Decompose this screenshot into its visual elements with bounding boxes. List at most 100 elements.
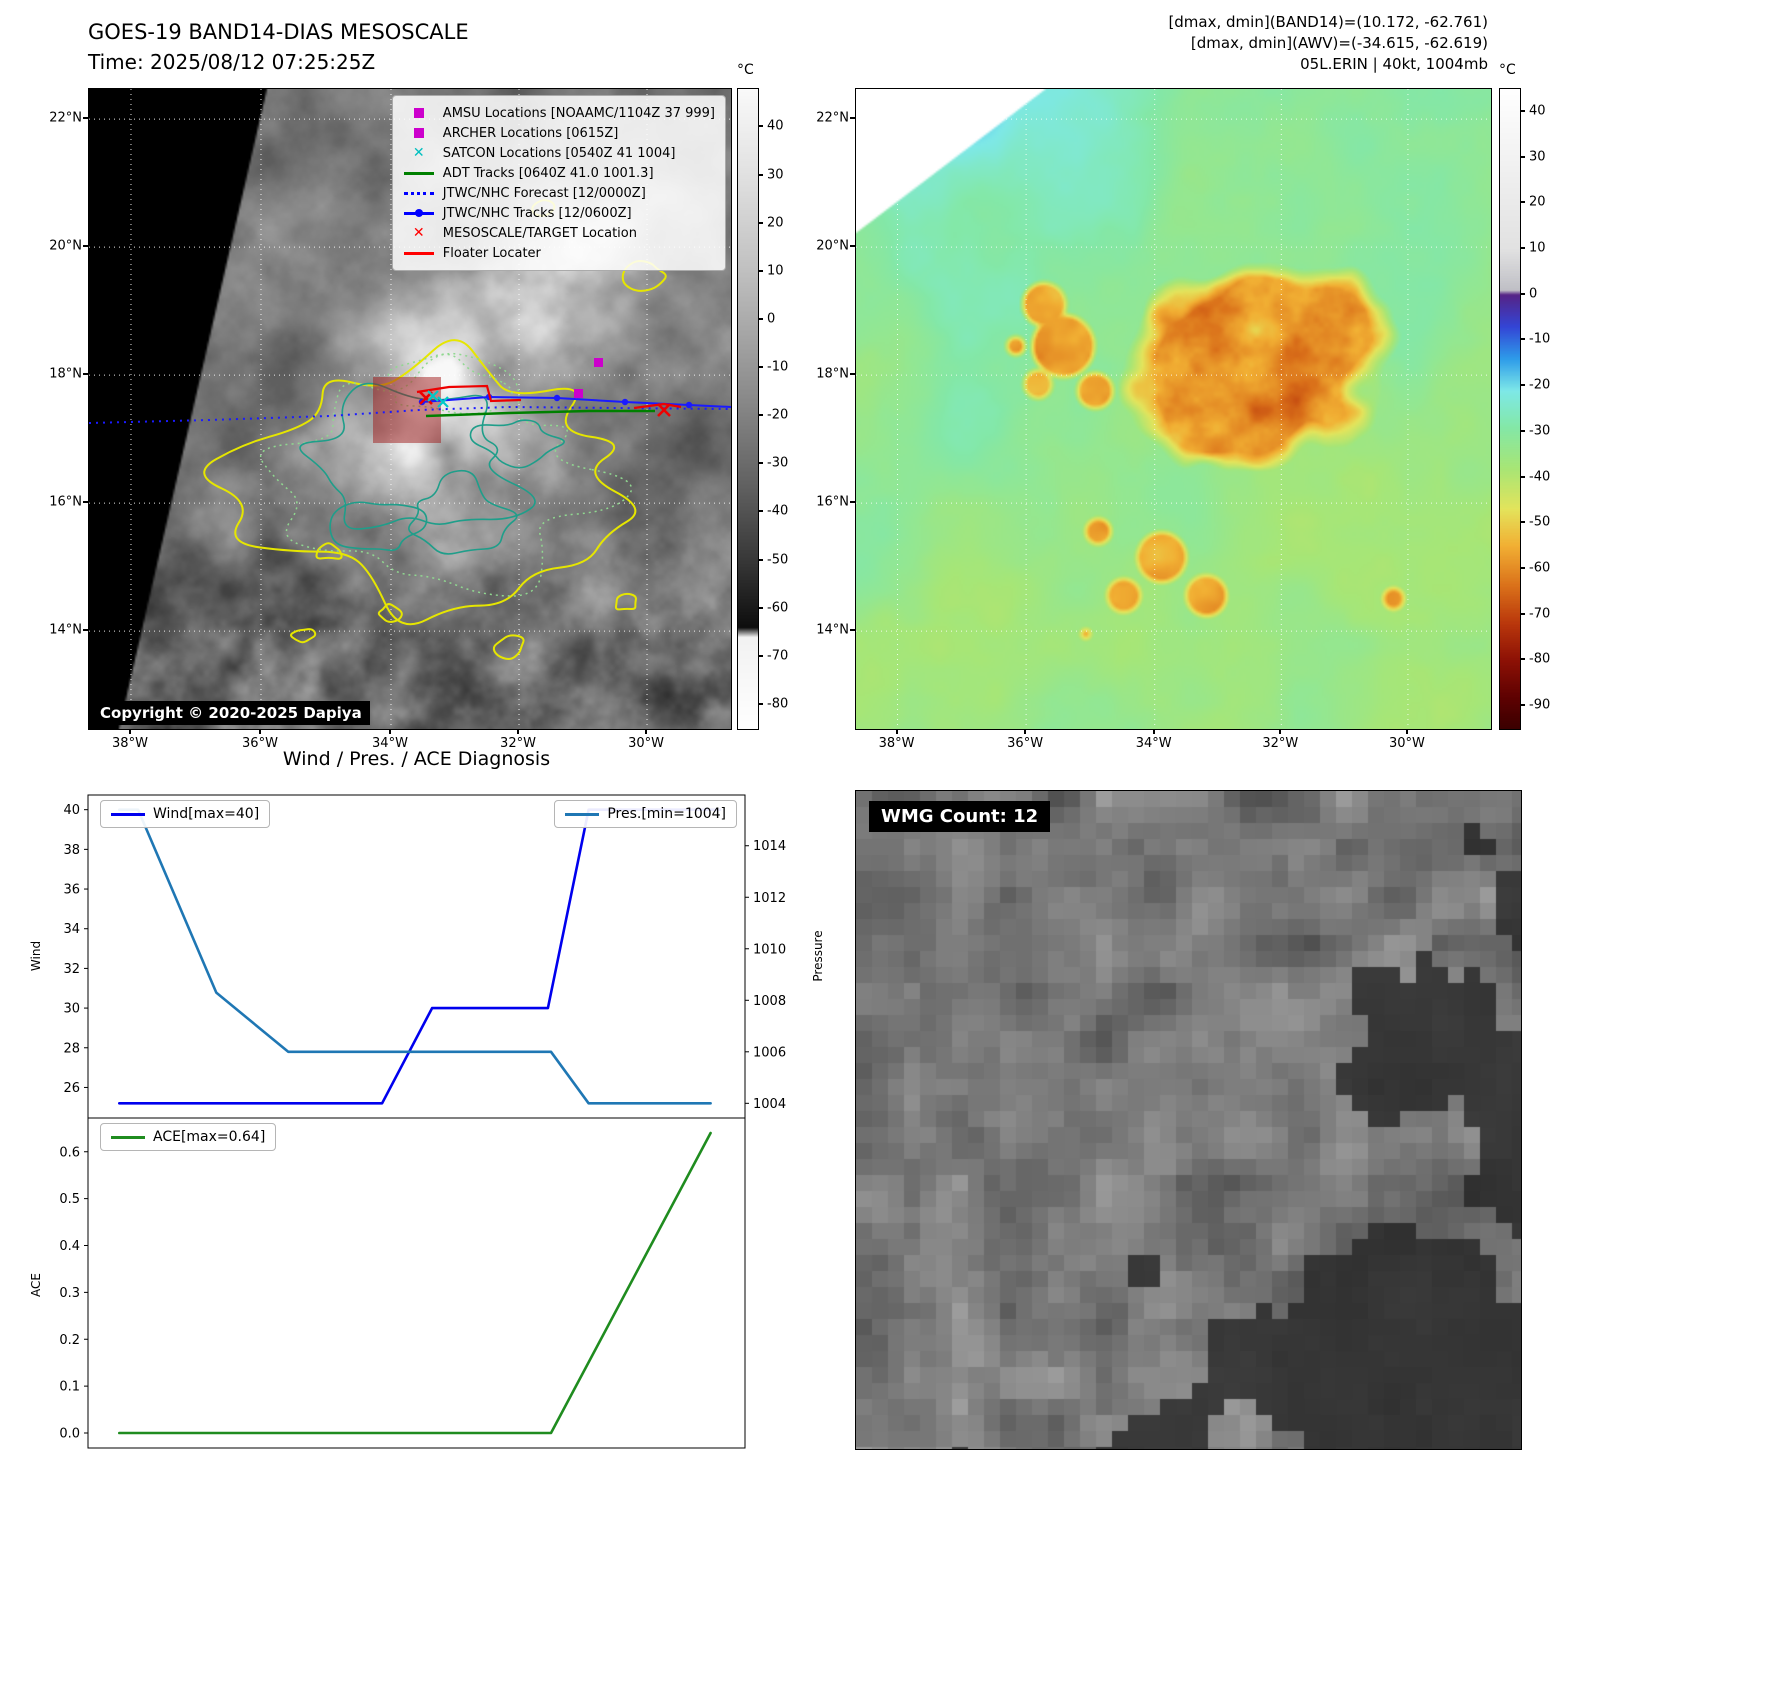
- band14-colorbar-ticklabel: -80: [767, 696, 789, 712]
- pressure-line-sample-icon: [565, 812, 600, 816]
- awv-lon-tickmark: [1152, 729, 1155, 734]
- awv-colorbar-tickmark: [1521, 658, 1525, 661]
- ace-line-sample-icon: [111, 1135, 145, 1139]
- awv-map-overlay: [856, 89, 1491, 729]
- band14-colorbar-tickmark: [759, 221, 763, 224]
- legend-item-2: ✕ SATCON Locations [0540Z 41 1004]: [401, 143, 715, 163]
- band14-colorbar-ticklabel: -10: [767, 359, 789, 375]
- svg-text:0.0: 0.0: [59, 1427, 80, 1442]
- legend-item-5: JTWC/NHC Tracks [12/0600Z]: [401, 203, 715, 223]
- band14-colorbar-tickmark: [759, 125, 763, 128]
- awv-colorbar-ticklabel: -20: [1529, 377, 1551, 393]
- legend-item-label: JTWC/NHC Forecast [12/0000Z]: [442, 185, 646, 201]
- wind-line-sample-icon: [111, 812, 145, 816]
- svg-text:1008: 1008: [753, 994, 786, 1009]
- copyright-label: Copyright © 2020-2025 Dapiya: [92, 701, 370, 725]
- awv-colorbar: [1499, 88, 1521, 730]
- band14-lat-tickmark: [83, 501, 88, 504]
- svg-text:30: 30: [63, 1002, 80, 1017]
- awv-colorbar-tickmark: [1521, 612, 1525, 615]
- band14-colorbar-tickmark: [759, 702, 763, 705]
- awv-colorbar-ticklabel: -90: [1529, 697, 1551, 713]
- awv-colorbar-ticklabel: -50: [1529, 514, 1551, 530]
- awv-colorbar-ticklabel: -70: [1529, 606, 1551, 622]
- band14-lat-ticklabel: 14°N: [49, 622, 82, 638]
- awv-lon-tickmark: [1024, 729, 1027, 734]
- band14-colorbar-tickmark: [759, 510, 763, 513]
- band14-colorbar-ticklabel: 20: [767, 215, 784, 231]
- band14-colorbar-tickmark: [759, 606, 763, 609]
- wind-pressure-chart: 26 28 30 32 34 36 38 40 1004 1006 1008 1010 1012 1014: [63, 794, 786, 1119]
- wmg-image: [855, 790, 1522, 1450]
- band14-lon-tickmark: [645, 729, 648, 734]
- legend-item-1: ARCHER Locations [0615Z]: [401, 123, 715, 143]
- wmg-count-label: WMG Count: 12: [869, 801, 1051, 832]
- svg-text:0.1: 0.1: [59, 1380, 80, 1395]
- square-marker-icon: [401, 108, 437, 118]
- svg-text:1004: 1004: [753, 1097, 786, 1112]
- svg-text:34: 34: [63, 922, 80, 937]
- band14-lon-ticklabel: 32°W: [500, 736, 536, 751]
- awv-colorbar-tickmark: [1521, 109, 1525, 112]
- svg-text:0.3: 0.3: [59, 1286, 80, 1301]
- awv-satellite-image: [856, 89, 1491, 729]
- awv-colorbar-tickmark: [1521, 429, 1525, 432]
- ace-chart: 0.0 0.1 0.2 0.3 0.4 0.5 0.6: [59, 1117, 746, 1449]
- band14-lat-tickmark: [83, 245, 88, 248]
- band14-colorbar-tickmark: [759, 269, 763, 272]
- awv-colorbar-ticklabel: 30: [1529, 149, 1546, 165]
- awv-colorbar-unit: °C: [1499, 62, 1516, 78]
- svg-text:26: 26: [63, 1081, 80, 1096]
- band14-colorbar-ticklabel: -50: [767, 552, 789, 568]
- band14-lon-ticklabel: 36°W: [242, 736, 278, 751]
- band14-lat-ticklabel: 20°N: [49, 238, 82, 254]
- awv-lat-tickmark: [850, 117, 855, 120]
- band14-colorbar-ticklabel: -20: [767, 407, 789, 423]
- band14-lon-tickmark: [517, 729, 519, 734]
- band14-lat-ticklabel: 22°N: [49, 110, 82, 126]
- band14-colorbar-ticklabel: 30: [767, 167, 784, 183]
- band14-colorbar-ticklabel: 40: [767, 118, 784, 134]
- band14-lat-tickmark: [83, 373, 88, 376]
- band14-lon-tickmark: [388, 729, 391, 734]
- awv-lat-ticklabel: 20°N: [816, 238, 849, 254]
- wind-series-legend: Wind[max=40]: [100, 800, 271, 828]
- legend-item-label: JTWC/NHC Tracks [12/0600Z]: [442, 205, 632, 221]
- svg-text:0.2: 0.2: [59, 1333, 80, 1348]
- wind-axis-label: Wind: [29, 940, 43, 972]
- legend-item-7: Floater Locater: [401, 243, 715, 263]
- band14-colorbar-ticklabel: -40: [767, 503, 789, 519]
- awv-colorbar-tickmark: [1521, 155, 1525, 158]
- ace-series-legend: ACE[max=0.64]: [100, 1123, 277, 1151]
- awv-map-panel: [855, 88, 1492, 730]
- band14-lat-tickmark: [83, 629, 88, 632]
- square-marker-icon: [401, 128, 437, 138]
- awv-lon-tickmark: [1405, 729, 1408, 734]
- band14-colorbar-unit: °C: [737, 62, 754, 78]
- band14-lon-tickmark: [258, 729, 261, 734]
- awv-lat-tickmark: [850, 245, 855, 248]
- awv-colorbar-tickmark: [1521, 247, 1525, 249]
- awv-colorbar-tickmark: [1521, 292, 1525, 295]
- svg-text:38: 38: [63, 843, 80, 858]
- awv-lat-ticklabel: 22°N: [816, 110, 849, 126]
- band14-lat-tickmark: [83, 117, 88, 120]
- band14-lon-ticklabel: 38°W: [112, 736, 148, 751]
- awv-lon-tickmark: [1279, 729, 1282, 734]
- band14-lat-ticklabel: 18°N: [49, 366, 82, 382]
- awv-colorbar-ticklabel: 20: [1529, 194, 1546, 210]
- band14-lon-ticklabel: 30°W: [628, 736, 664, 751]
- band14-colorbar-tickmark: [759, 414, 763, 417]
- awv-colorbar-tickmark: [1521, 475, 1525, 478]
- awv-lon-ticklabel: 32°W: [1262, 736, 1299, 751]
- svg-text:1006: 1006: [753, 1045, 786, 1060]
- ace-axis-label: ACE: [29, 1273, 43, 1297]
- awv-colorbar-tickmark: [1521, 704, 1525, 707]
- awv-colorbar-ticklabel: -40: [1529, 469, 1551, 485]
- dmax-dmin-band14-label: [dmax, dmin](BAND14)=(10.172, -62.761): [1168, 13, 1488, 31]
- legend-item-3: ADT Tracks [0640Z 41.0 1001.3]: [401, 163, 715, 183]
- awv-lon-ticklabel: 36°W: [1007, 736, 1044, 751]
- band14-lon-tickmark: [128, 729, 131, 734]
- wind-series-label: Wind[max=40]: [153, 806, 260, 822]
